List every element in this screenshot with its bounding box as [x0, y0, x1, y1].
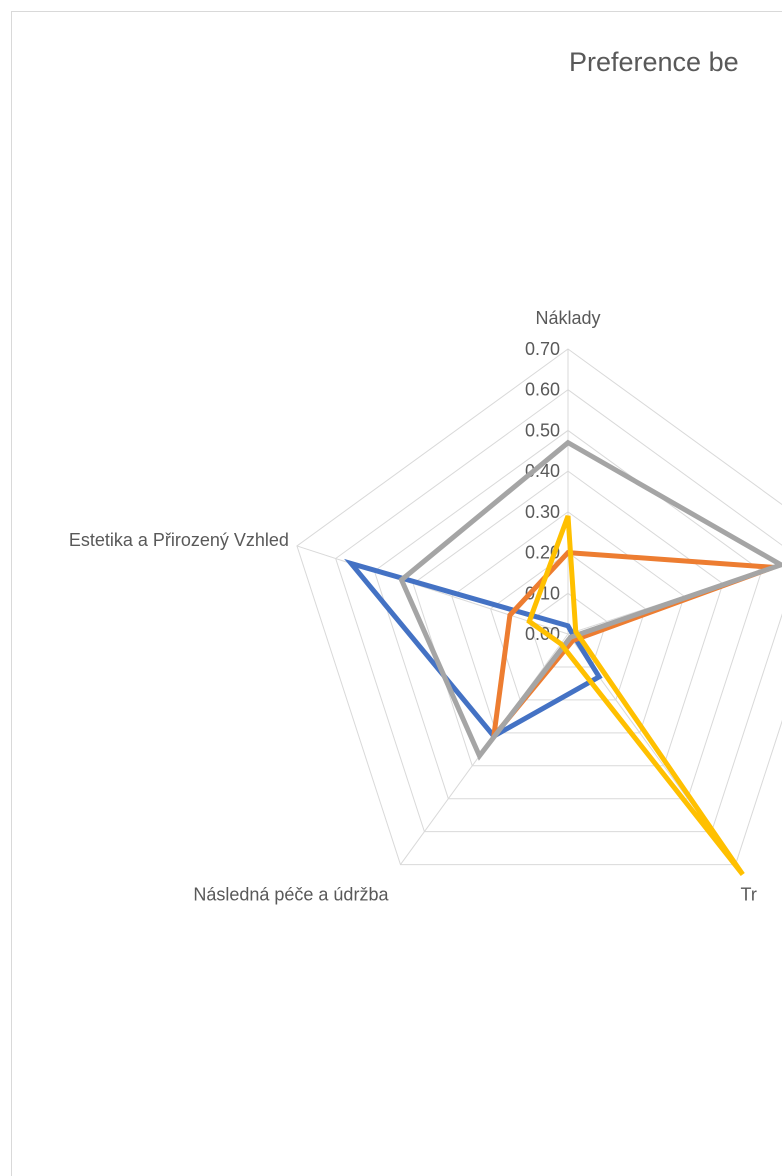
tick-label: 0.30 — [525, 502, 560, 522]
axis-label: Náklady — [535, 308, 600, 328]
grid-ring — [451, 511, 685, 734]
grid-ring — [296, 348, 782, 866]
radar-series-group — [344, 439, 782, 876]
tick-label: 0.60 — [525, 380, 560, 400]
grid-ring — [412, 470, 724, 767]
chart-frame — [11, 11, 782, 1176]
tick-label: 0.40 — [525, 461, 560, 481]
series-line — [344, 558, 603, 740]
chart-title: Preference be — [569, 47, 739, 77]
radar-axis-labels: Náklady Tr Následná péče a údržba Estetika … — [69, 308, 757, 905]
series-line — [526, 515, 745, 876]
tick-label: 0.50 — [525, 420, 560, 440]
radar-tick-labels: 0.000.100.200.300.400.500.600.70 — [525, 339, 560, 644]
series-line — [398, 439, 782, 761]
axis-label: Estetika a Přirozený Vzhled — [69, 530, 289, 550]
grid-ring — [489, 551, 647, 701]
grid-ring — [335, 389, 782, 833]
grid-ring — [373, 429, 763, 800]
grid-spoke — [296, 545, 569, 635]
axis-label: Následná péče a údržba — [193, 885, 389, 905]
axis-label: Tr — [741, 885, 757, 905]
tick-label: 0.70 — [525, 339, 560, 359]
